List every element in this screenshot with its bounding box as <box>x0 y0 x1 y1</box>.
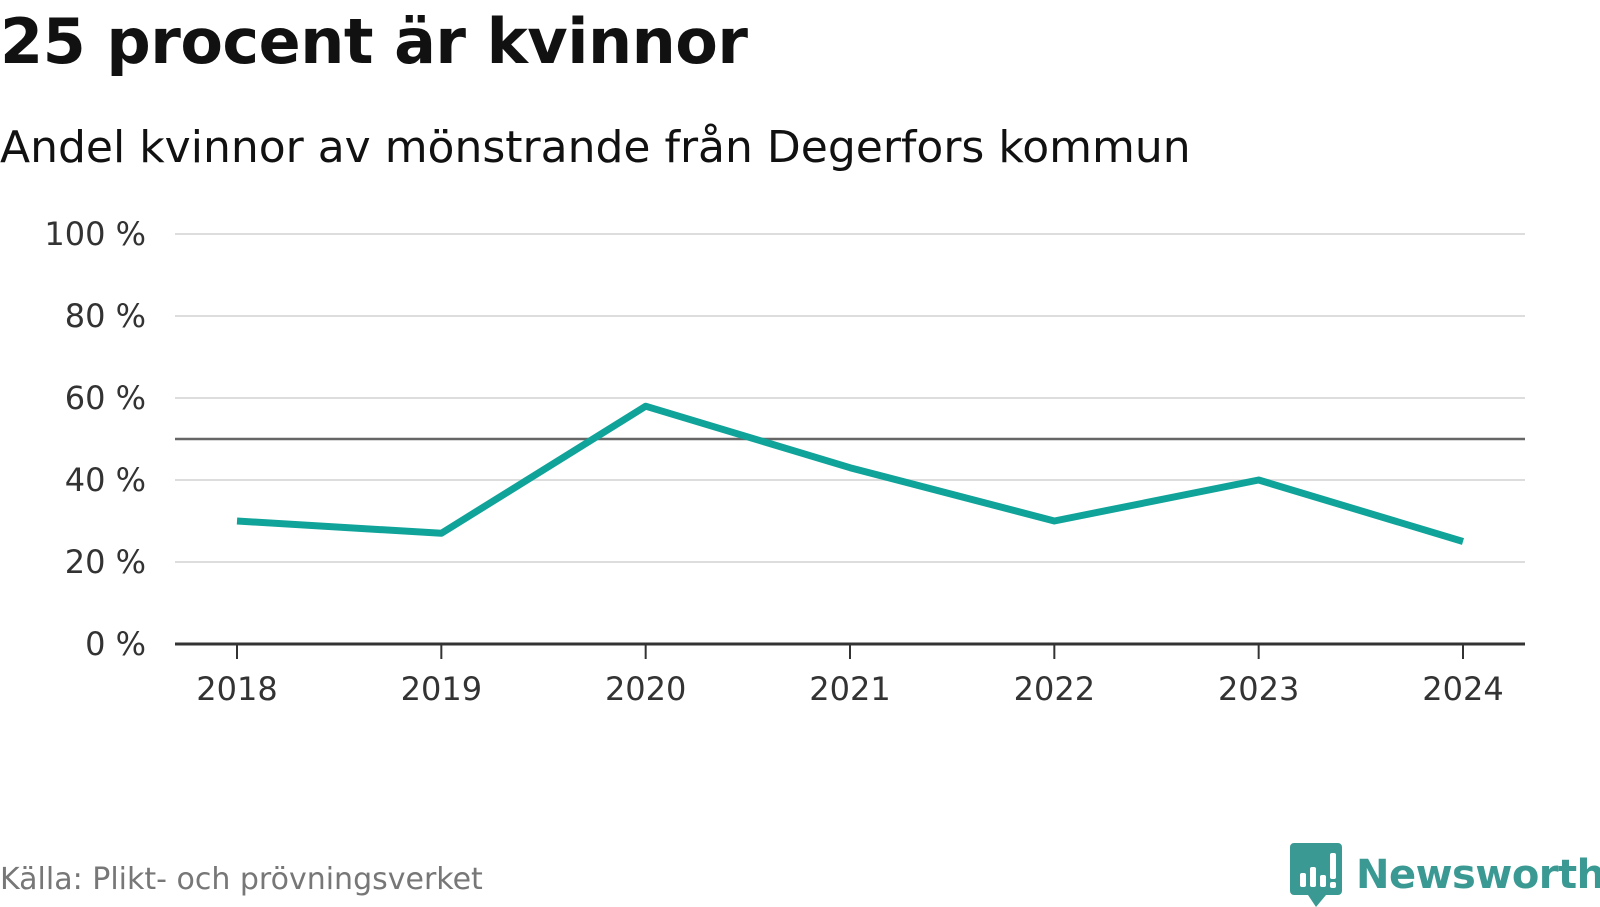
x-tick-label: 2021 <box>809 670 890 708</box>
logo-bar-3 <box>1320 875 1326 887</box>
y-tick-label: 80 % <box>65 297 146 335</box>
x-tick-label: 2018 <box>196 670 277 708</box>
grid-lines <box>175 234 1525 562</box>
logo-bar-2 <box>1310 867 1316 887</box>
x-axis: 2018 2019 2020 2021 2022 2023 2024 <box>175 644 1525 708</box>
logo-bar-4 <box>1330 853 1336 879</box>
x-tick-label: 2023 <box>1218 670 1299 708</box>
x-tick-label: 2020 <box>605 670 686 708</box>
newsworthy-logo: Newsworthy <box>1290 843 1600 907</box>
y-tick-label: 100 % <box>44 215 146 253</box>
x-tick-label: 2019 <box>401 670 482 708</box>
series-line <box>237 406 1463 541</box>
x-tick-label: 2024 <box>1422 670 1503 708</box>
y-tick-label: 0 % <box>85 625 146 663</box>
y-axis-ticks: 0 % 20 % 40 % 60 % 80 % 100 % <box>44 215 146 663</box>
logo-bar-5 <box>1330 882 1336 888</box>
logo-text: Newsworthy <box>1356 852 1600 898</box>
series-group <box>237 406 1463 541</box>
y-tick-label: 40 % <box>65 461 146 499</box>
newsworthy-logo-icon <box>1290 843 1342 907</box>
x-tick-label: 2022 <box>1014 670 1095 708</box>
source-note: Källa: Plikt- och prövningsverket <box>0 860 483 900</box>
y-tick-label: 60 % <box>65 379 146 417</box>
logo-bar-1 <box>1300 873 1306 887</box>
y-tick-label: 20 % <box>65 543 146 581</box>
